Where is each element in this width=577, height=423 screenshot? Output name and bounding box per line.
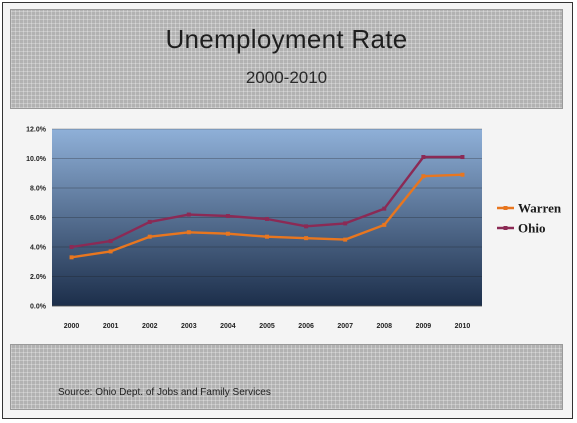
title-banner: Unemployment Rate 2000-2010 — [10, 9, 563, 109]
data-point-warren — [108, 249, 113, 254]
data-point-warren — [265, 234, 269, 239]
y-tick-label: 8.0% — [30, 186, 47, 193]
data-point-warren — [382, 222, 387, 227]
x-tick-label: 2000 — [64, 323, 80, 330]
y-tick-label: 6.0% — [30, 215, 47, 222]
legend-label-ohio: Ohio — [518, 221, 545, 236]
chart-subtitle: 2000-2010 — [245, 68, 328, 87]
line-chart: 0.0% 2.0% 4.0% 6.0% 8.0% 10.0% 12.0% 2000 2001 20… — [26, 127, 562, 331]
source-note: Source: Ohio Dept. of Jobs and Family Se… — [58, 387, 271, 398]
x-tick-label: 2006 — [298, 323, 314, 330]
x-tick-label: 2003 — [181, 323, 197, 330]
data-point-warren — [225, 231, 230, 236]
data-point-ohio — [147, 219, 152, 224]
data-point-warren — [421, 174, 426, 179]
x-tick-label: 2002 — [142, 323, 158, 330]
data-point-ohio — [225, 214, 230, 219]
x-tick-label: 2010 — [455, 323, 471, 330]
data-point-warren — [147, 234, 152, 239]
legend-label-warren: Warren — [518, 201, 562, 216]
chart-title: Unemployment Rate — [165, 24, 408, 54]
data-point-ohio — [304, 224, 309, 229]
x-tick-label: 2009 — [416, 323, 432, 330]
legend-marker-ohio — [503, 226, 508, 230]
data-point-warren — [69, 255, 74, 260]
x-tick-label: 2004 — [220, 323, 236, 330]
x-tick-label: 2005 — [259, 323, 275, 330]
data-point-ohio — [343, 221, 348, 226]
y-tick-label: 2.0% — [30, 274, 47, 281]
y-tick-label: 10.0% — [26, 156, 47, 163]
data-point-ohio — [382, 206, 387, 211]
data-point-ohio — [186, 212, 191, 217]
data-point-warren — [304, 236, 309, 241]
data-point-ohio — [421, 155, 426, 160]
x-tick-label: 2008 — [376, 323, 392, 330]
data-point-warren — [186, 230, 191, 235]
y-tick-label: 12.0% — [26, 127, 47, 134]
data-point-ohio — [460, 155, 465, 160]
data-point-warren — [343, 237, 348, 242]
y-tick-label: 4.0% — [30, 245, 47, 252]
data-point-ohio — [265, 216, 269, 221]
data-point-ohio — [69, 245, 74, 249]
x-tick-label: 2007 — [337, 323, 353, 330]
x-tick-label: 2001 — [103, 323, 119, 330]
source-banner: Source: Ohio Dept. of Jobs and Family Se… — [10, 344, 563, 410]
y-tick-label: 0.0% — [30, 304, 47, 311]
data-point-ohio — [108, 239, 113, 244]
data-point-warren — [460, 172, 465, 177]
legend-marker-warren — [503, 206, 508, 210]
